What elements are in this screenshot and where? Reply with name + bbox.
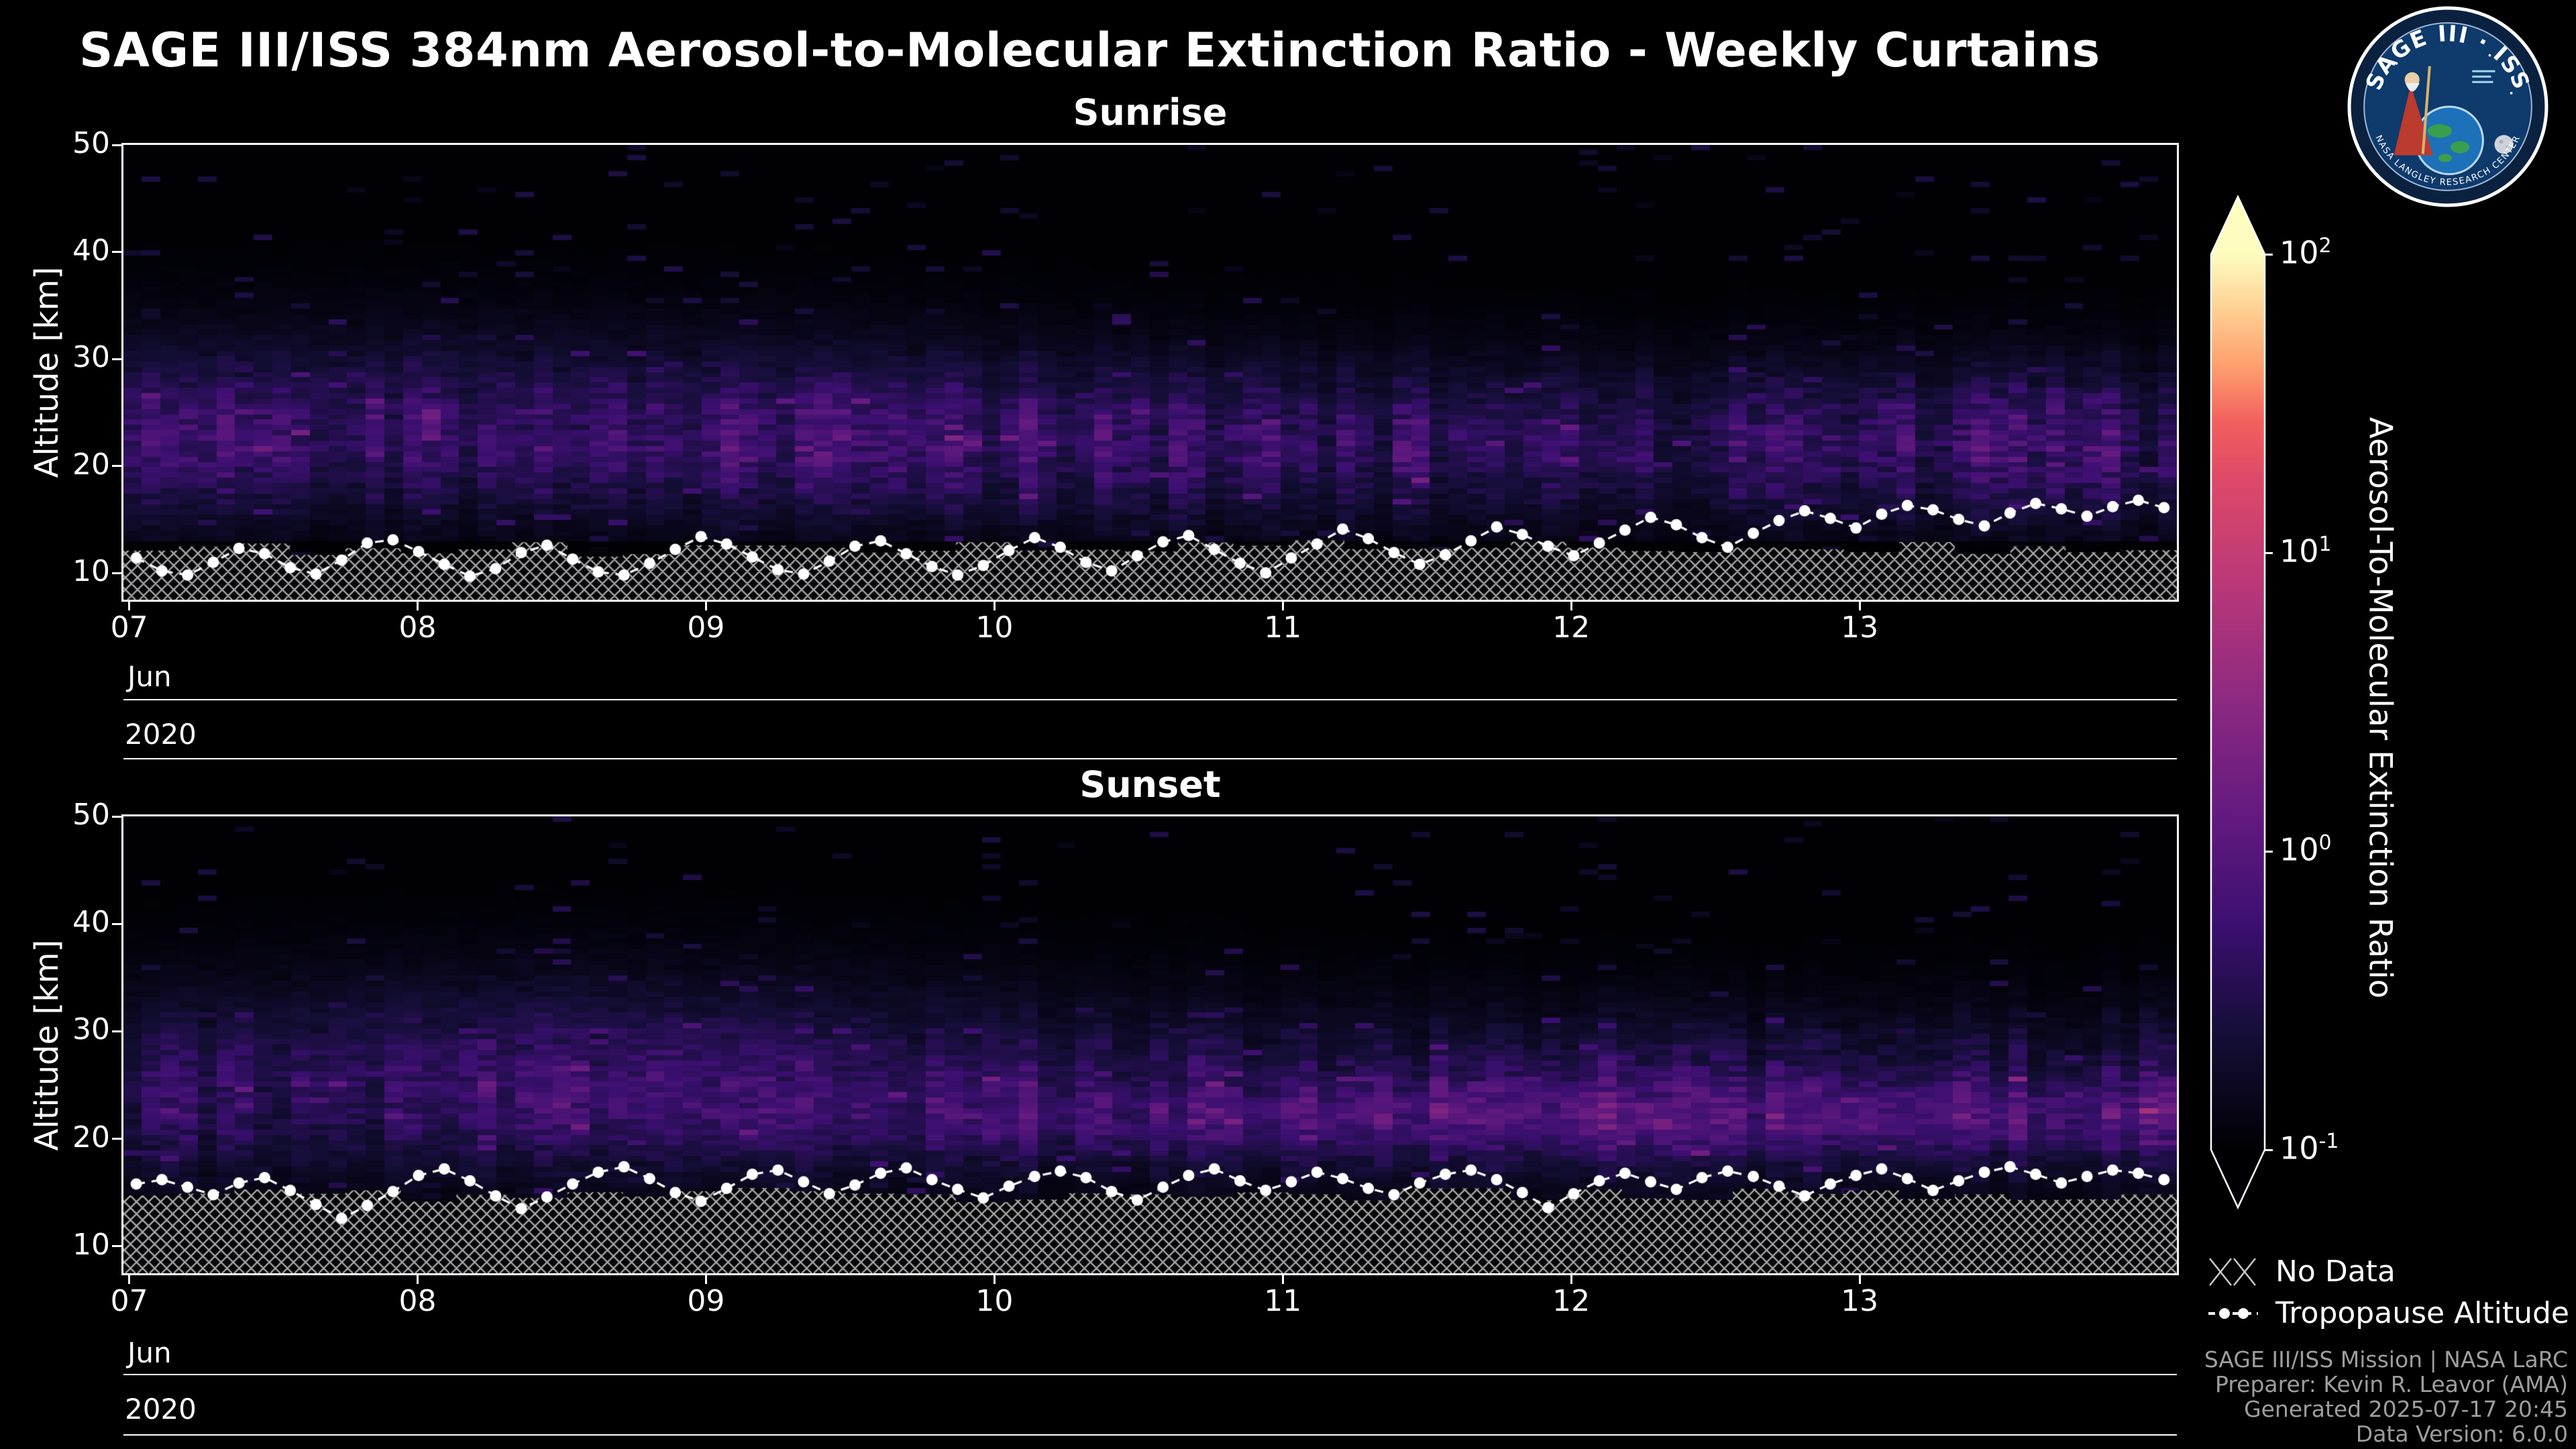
colorbar-tick-mark (2265, 253, 2273, 256)
year-separator-line (123, 1434, 2177, 1436)
colorbar-tick-label: 101 (2279, 533, 2332, 570)
x-tick-label: 08 (398, 1284, 437, 1318)
y-tick-mark (112, 1138, 123, 1140)
x-tick-label: 07 (110, 1284, 148, 1318)
x-tick-mark (1858, 1275, 1861, 1284)
sunset-plot-area (121, 814, 2179, 1275)
tropopause-line-swatch-icon (2208, 1307, 2258, 1319)
year-separator-line (123, 758, 2177, 759)
y-tick-label: 40 (72, 233, 110, 268)
patch-small-text-lines (2472, 70, 2496, 83)
y-tick-mark (112, 144, 123, 146)
x-tick-mark (704, 601, 707, 610)
colorbar-tick-mark (2265, 1148, 2273, 1151)
panel-title-sunset: Sunset (1079, 763, 1221, 806)
legend-item-no-data: No Data (2208, 1254, 2396, 1289)
x-tick-mark (417, 601, 419, 610)
month-separator-line (123, 1374, 2177, 1375)
x-tick-mark (128, 1275, 131, 1284)
y-tick-label: 10 (72, 1227, 110, 1262)
y-tick-label: 20 (72, 1120, 110, 1155)
x-tick-label: 09 (687, 610, 725, 645)
x-tick-mark (1281, 1275, 1284, 1284)
colorbar-tick-label: 10-1 (2279, 1130, 2339, 1167)
x-tick-mark (1570, 1275, 1572, 1284)
footer-line: Generated 2025-07-17 20:45 (2244, 1396, 2568, 1422)
x-tick-label: 08 (398, 610, 437, 645)
x-tick-mark (1281, 601, 1284, 610)
wizard-figure-icon (2394, 66, 2433, 156)
y-tick-mark (112, 465, 123, 468)
x-tick-label: 09 (687, 1284, 725, 1318)
x-tick-label: 12 (1552, 610, 1591, 645)
y-tick-label: 40 (72, 905, 110, 940)
year-label-sunset: 2020 (125, 1393, 197, 1426)
y-tick-mark (112, 1245, 123, 1248)
x-tick-mark (993, 1275, 996, 1284)
y-tick-mark (112, 358, 123, 360)
colorbar-tick-label: 102 (2279, 234, 2332, 271)
moon-icon (2494, 135, 2514, 154)
x-tick-label: 13 (1841, 1284, 1879, 1318)
footer-line: SAGE III/ISS Mission | NASA LaRC (2204, 1346, 2568, 1373)
x-tick-mark (704, 1275, 707, 1284)
colorbar-gradient-bar (2210, 195, 2266, 1210)
x-tick-mark (993, 601, 996, 610)
x-tick-mark (128, 601, 131, 610)
footer-line: Data Version: 6.0.0 (2355, 1421, 2568, 1447)
sunset-curtain-heatmap-canvas (123, 816, 2177, 1273)
month-label-sunset: Jun (127, 1336, 172, 1369)
x-tick-mark (1858, 601, 1861, 610)
y-tick-mark (112, 251, 123, 254)
legend-label-tropopause: Tropopause Altitude (2275, 1296, 2570, 1330)
y-tick-mark (112, 815, 123, 818)
x-tick-label: 11 (1264, 610, 1302, 645)
year-label-sunrise: 2020 (125, 718, 197, 751)
x-tick-label: 07 (110, 610, 148, 645)
colorbar-tick-label: 100 (2279, 831, 2332, 868)
sunrise-plot-area (121, 143, 2179, 602)
y-tick-mark (112, 922, 123, 925)
x-tick-label: 11 (1264, 1284, 1302, 1318)
colorbar-tick-mark (2265, 850, 2273, 853)
colorbar-tick-mark (2265, 551, 2273, 554)
y-tick-label: 30 (72, 340, 110, 375)
footer-line: Preparer: Kevin R. Leavor (AMA) (2215, 1371, 2568, 1397)
page-title: SAGE III/ISS 384nm Aerosol-to-Molecular … (79, 23, 2100, 78)
y-tick-label: 50 (72, 126, 110, 160)
x-tick-mark (1570, 601, 1572, 610)
x-tick-label: 13 (1841, 610, 1879, 645)
legend-label-no-data: No Data (2275, 1254, 2396, 1289)
sunrise-curtain-heatmap-canvas (123, 145, 2177, 600)
y-tick-label: 20 (72, 447, 110, 482)
y-tick-mark (112, 1030, 123, 1032)
month-separator-line (123, 699, 2177, 700)
y-tick-label: 10 (72, 554, 110, 589)
colorbar (2210, 195, 2266, 1210)
footer-credits: SAGE III/ISS Mission | NASA LaRC Prepare… (1811, 1347, 2568, 1446)
mission-patch-logo: SAGE III · ISS NASA LANGLEY RESEARCH CEN… (2347, 6, 2548, 207)
panel-title-sunrise: Sunrise (1073, 91, 1228, 133)
x-tick-label: 10 (975, 1284, 1014, 1318)
y-tick-label: 30 (72, 1012, 110, 1047)
x-tick-label: 12 (1552, 1284, 1591, 1318)
x-tick-label: 10 (975, 610, 1014, 645)
y-tick-label: 50 (72, 798, 110, 832)
colorbar-axis-label: Aerosol-To-Molecular Extinction Ratio (2361, 417, 2399, 999)
no-data-hatch-swatch-icon (2209, 1257, 2256, 1286)
legend-item-tropopause: Tropopause Altitude (2208, 1296, 2569, 1330)
x-tick-mark (417, 1275, 419, 1284)
y-tick-mark (112, 572, 123, 574)
month-label-sunrise: Jun (127, 660, 172, 693)
